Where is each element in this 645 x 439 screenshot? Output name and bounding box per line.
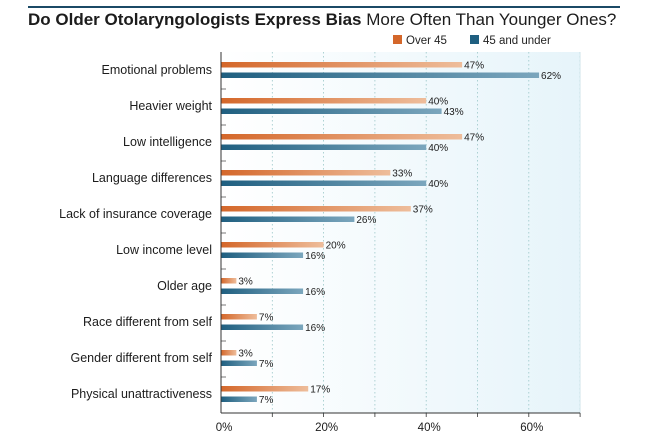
data-label: 20% — [326, 241, 346, 252]
data-label: 40% — [428, 179, 448, 190]
chart-title: Do Older Otolaryngologists Express Bias … — [28, 10, 616, 30]
data-label: 16% — [305, 251, 325, 262]
bar-45-and-under — [221, 360, 257, 366]
category-label: Lack of insurance coverage — [59, 207, 212, 221]
data-label: 7% — [259, 359, 274, 370]
category-label: Low income level — [116, 243, 212, 257]
data-label: 3% — [238, 349, 253, 360]
legend-label-1: 45 and under — [483, 35, 551, 47]
data-label: 62% — [541, 71, 561, 82]
bar-over-45 — [221, 134, 463, 140]
bar-45-and-under — [221, 180, 427, 186]
x-tick-label: 20% — [315, 422, 338, 434]
chart-title-rest: More Often Than Younger Ones? — [366, 10, 617, 29]
legend-swatch-0 — [393, 35, 402, 44]
bar-45-and-under — [221, 324, 304, 330]
data-label: 16% — [305, 287, 325, 298]
data-label: 7% — [259, 395, 274, 406]
data-label: 43% — [444, 107, 464, 118]
category-label: Physical unattractiveness — [71, 387, 212, 401]
x-tick-label: 0% — [216, 422, 233, 434]
data-label: 17% — [310, 385, 330, 396]
bar-45-and-under — [221, 288, 304, 294]
category-label: Language differences — [92, 171, 212, 185]
bar-over-45 — [221, 314, 257, 320]
legend-swatch-1 — [470, 35, 479, 44]
data-label: 40% — [428, 97, 448, 108]
category-label: Race different from self — [83, 315, 213, 329]
x-tick-label: 60% — [520, 422, 543, 434]
bar-over-45 — [221, 170, 391, 176]
bar-over-45 — [221, 350, 237, 356]
bar-45-and-under — [221, 144, 427, 150]
category-label: Gender different from self — [70, 351, 212, 365]
category-label: Older age — [157, 279, 212, 293]
data-label: 37% — [413, 205, 433, 216]
category-label: Emotional problems — [102, 63, 212, 77]
x-tick-label: 40% — [418, 422, 441, 434]
category-label: Heavier weight — [129, 99, 212, 113]
bar-over-45 — [221, 206, 411, 212]
bar-over-45 — [221, 98, 427, 104]
data-label: 40% — [428, 143, 448, 154]
data-label: 33% — [392, 169, 412, 180]
bar-45-and-under — [221, 252, 304, 258]
bar-over-45 — [221, 242, 324, 248]
data-label: 47% — [464, 61, 484, 72]
plot-background — [221, 52, 581, 413]
bar-45-and-under — [221, 216, 355, 222]
data-label: 47% — [464, 133, 484, 144]
data-label: 16% — [305, 323, 325, 334]
bar-45-and-under — [221, 396, 257, 402]
bar-over-45 — [221, 278, 237, 284]
data-label: 3% — [238, 277, 253, 288]
bar-45-and-under — [221, 108, 442, 114]
category-label: Low intelligence — [123, 135, 212, 149]
bar-over-45 — [221, 62, 463, 68]
data-label: 26% — [356, 215, 376, 226]
bar-over-45 — [221, 386, 309, 392]
data-label: 7% — [259, 313, 274, 324]
bar-45-and-under — [221, 72, 540, 78]
title-rule — [28, 6, 620, 8]
chart-title-bold: Do Older Otolaryngologists Express Bias — [28, 10, 362, 29]
legend-label-0: Over 45 — [406, 35, 447, 47]
